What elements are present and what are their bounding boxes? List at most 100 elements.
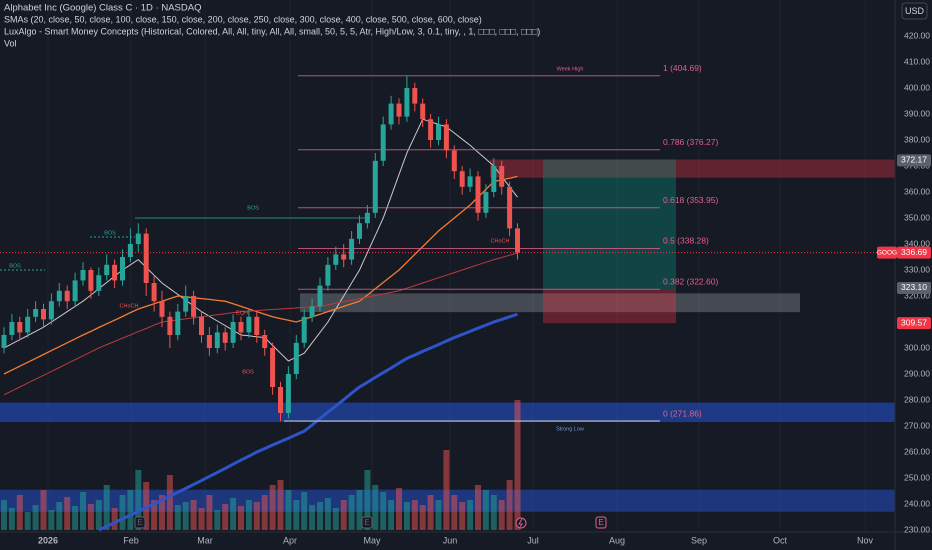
- price-badge: [897, 281, 931, 294]
- y-tick-label: 240.00: [904, 498, 930, 508]
- volume-bar: [64, 497, 71, 530]
- position-target: [543, 159, 676, 289]
- candle-body: [507, 186, 513, 229]
- candles: [0, 75, 895, 422]
- candle-body: [143, 233, 149, 283]
- x-tick-label: Mar: [197, 535, 213, 545]
- volume-bar: [451, 495, 458, 530]
- volume-bar: [277, 480, 284, 530]
- x-tick-label: Nov: [857, 535, 874, 545]
- candle-body: [364, 212, 370, 224]
- price-badge-label: 323.10: [901, 282, 927, 292]
- x-tick-label: Oct: [773, 535, 788, 545]
- volume-bar: [332, 508, 339, 530]
- volume-bar: [159, 495, 165, 530]
- candle-body: [412, 88, 418, 104]
- sma-line: [98, 312, 518, 532]
- y-tick-label: 320.00: [904, 290, 930, 300]
- candle-body: [483, 192, 489, 213]
- volume-bar: [285, 490, 292, 530]
- candle-body: [270, 348, 276, 387]
- candle-body: [357, 223, 362, 239]
- candle-body: [262, 335, 268, 348]
- volume-bar: [24, 512, 31, 530]
- volume-bar: [380, 492, 387, 530]
- candle-body: [9, 322, 15, 335]
- volume-bar: [317, 502, 323, 530]
- annotation: BOS: [104, 230, 116, 236]
- volume-bar: [245, 500, 252, 530]
- candle-body: [388, 103, 394, 125]
- annotation: EQH: [236, 310, 248, 316]
- price-badge: [897, 317, 931, 330]
- fib-label: 0.5 (338.28): [663, 236, 709, 246]
- y-tick-label: 230.00: [904, 524, 930, 534]
- volume-bar: [498, 500, 505, 530]
- candle-body: [491, 166, 497, 192]
- y-tick-label: 270.00: [904, 420, 930, 430]
- candle-body: [246, 316, 252, 333]
- volume: [1, 400, 521, 530]
- candle-body: [183, 296, 189, 312]
- x-tick-label: May: [363, 535, 381, 545]
- volume-bar: [435, 500, 442, 530]
- candle-body: [222, 332, 228, 343]
- volume-bar: [419, 505, 426, 530]
- price-badge: [897, 154, 931, 167]
- candle-body: [428, 119, 434, 140]
- volume-bar: [151, 500, 158, 530]
- candle-body: [17, 322, 23, 333]
- volume-bar: [411, 500, 418, 530]
- candle-body: [64, 290, 70, 302]
- volume-bar: [482, 490, 489, 530]
- volume-bar: [238, 506, 244, 530]
- volume-bar: [87, 504, 94, 530]
- volume-bar: [356, 490, 363, 530]
- candle-body: [135, 233, 141, 244]
- volume-bar: [364, 470, 371, 530]
- volume-bar: [301, 492, 308, 530]
- y-tick-label: 280.00: [904, 394, 930, 404]
- volume-bar: [348, 495, 355, 530]
- event-icon[interactable]: [595, 516, 607, 529]
- volume-bar: [182, 502, 189, 530]
- event-icon[interactable]: [134, 516, 146, 529]
- candle-body: [1, 335, 7, 348]
- y-tick-label: 420.00: [904, 30, 930, 40]
- event-icon[interactable]: [361, 516, 373, 529]
- indicator-legend: Vol: [4, 38, 17, 48]
- annotations: Week High Strong Low BOS BOS BOS CHoCH EQH BOS C…: [0, 66, 660, 529]
- candle-body: [80, 270, 86, 281]
- price-axis: 230.00 240.00 250.00 260.00 270.00 280.00 290.…: [877, 30, 931, 534]
- candle-body: [41, 309, 46, 320]
- volume-bar: [135, 470, 142, 530]
- candle-body: [72, 280, 78, 302]
- y-tick-label: 290.00: [904, 368, 930, 378]
- y-tick-label: 390.00: [904, 108, 930, 118]
- volume-bar: [174, 505, 181, 530]
- volume-bar: [8, 508, 15, 530]
- candle-body: [127, 244, 133, 257]
- dividend-icon[interactable]: [515, 517, 527, 529]
- volume-bar: [459, 502, 466, 530]
- candle-body: [301, 316, 307, 343]
- event-label: E: [598, 518, 603, 527]
- event-label: E: [364, 518, 369, 527]
- indicator-legend: LuxAlgo - Smart Money Concepts (Historic…: [4, 26, 540, 36]
- volume-bar: [72, 506, 79, 530]
- y-tick-label: 340.00: [904, 238, 930, 248]
- candle-body: [206, 335, 212, 348]
- volume-bar: [80, 492, 86, 530]
- symbol-badge: [877, 246, 897, 259]
- y-tick-label: 330.00: [904, 264, 930, 274]
- candle-body: [333, 254, 339, 265]
- annotation: CHoCH: [491, 238, 510, 244]
- candle-body: [372, 160, 378, 213]
- sma-line: [3, 175, 518, 375]
- price-axis-bg: [895, 0, 932, 550]
- volume-bar: [427, 495, 434, 530]
- currency-box[interactable]: [901, 2, 928, 20]
- fib-label: 0.786 (376.27): [663, 137, 718, 147]
- currency: USD: [905, 6, 925, 16]
- y-tick-label: 410.00: [904, 56, 930, 66]
